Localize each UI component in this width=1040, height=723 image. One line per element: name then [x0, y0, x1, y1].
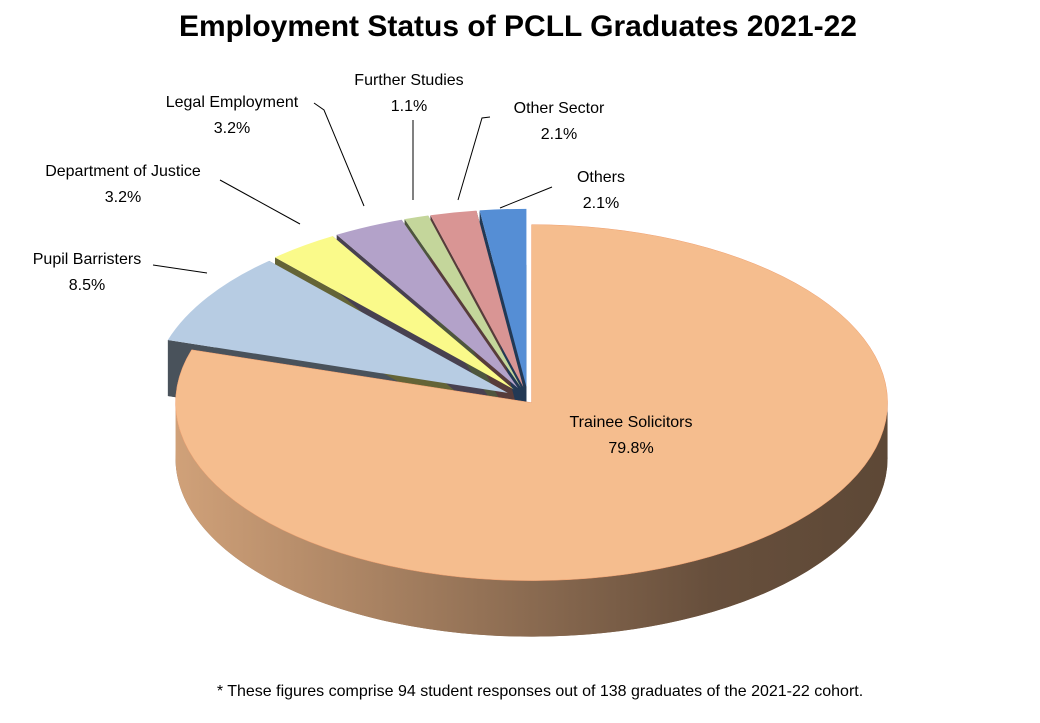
- value-label: 3.2%: [105, 189, 141, 206]
- slice-label: Others: [577, 169, 625, 186]
- slice: [404, 215, 521, 388]
- labels: Trainee Solicitors 79.8% Pupil Barristers 8…: [33, 72, 693, 457]
- value-label: 8.5%: [69, 277, 105, 294]
- slice-label: Trainee Solicitors: [569, 414, 692, 431]
- slice-label: Further Studies: [354, 72, 463, 89]
- slice-label: Pupil Barristers: [33, 251, 141, 268]
- slice-label: Department of Justice: [45, 163, 201, 180]
- slice: [175, 224, 888, 581]
- value-label: 2.1%: [541, 126, 577, 143]
- slice: [167, 260, 508, 393]
- leader-line: [152, 264, 208, 274]
- footnote: * These figures comprise 94 student resp…: [217, 683, 863, 700]
- slice-label: Legal Employment: [166, 94, 299, 111]
- chart-title: Employment Status of PCLL Graduates 2021…: [179, 10, 857, 43]
- leader-line: [499, 186, 553, 209]
- slice: [336, 219, 518, 389]
- slice: [275, 236, 514, 390]
- value-label: 79.8%: [608, 440, 653, 457]
- slice: [479, 208, 527, 387]
- value-label: 1.1%: [391, 98, 427, 115]
- value-label: 3.2%: [214, 120, 250, 137]
- leader-line: [219, 179, 301, 225]
- leader-line: [457, 116, 491, 201]
- slice-label: Other Sector: [514, 100, 605, 117]
- value-label: 2.1%: [583, 195, 619, 212]
- slice: [430, 210, 524, 388]
- leader-line: [313, 102, 365, 207]
- pie: [167, 208, 888, 581]
- slice-side: [175, 402, 888, 637]
